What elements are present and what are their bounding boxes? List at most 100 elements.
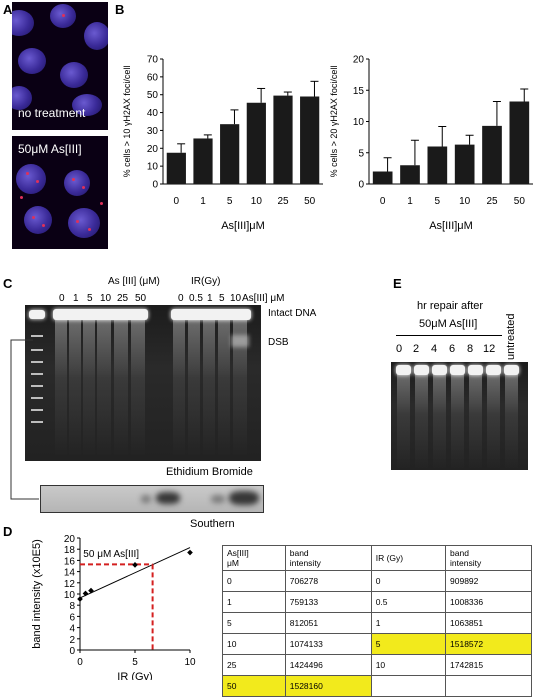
bar [454, 144, 475, 184]
table-cell: 1424496 [284, 654, 372, 676]
y-tick-label: 0 [69, 646, 75, 657]
lane-label: 6 [449, 343, 456, 355]
gel-repair-time-course [391, 362, 528, 470]
label-arsenite: 50μM As[III] [18, 142, 82, 156]
caption-southern: Southern [190, 518, 235, 530]
bar [372, 171, 393, 184]
panel-e-underline [396, 335, 502, 336]
table-cell: 5 [222, 612, 286, 634]
micrograph-untreated: no treatment [12, 2, 108, 130]
y-tick-label: 10 [353, 117, 365, 128]
bar [220, 124, 240, 184]
table-cell: 706278 [284, 570, 372, 592]
table-cell: 10 [370, 654, 447, 676]
x-tick-label: 50 [514, 196, 526, 207]
x-tick-label: 50 [304, 196, 316, 207]
gel-ethidium-bromide [25, 305, 261, 461]
table-cell: 812051 [284, 612, 372, 634]
table-cell [370, 675, 447, 697]
label-dsb: DSB [268, 337, 289, 348]
bar [246, 102, 266, 184]
unit-label: As[III] μM [242, 293, 285, 304]
x-tick-label: 5 [132, 657, 138, 668]
southern-blot [40, 485, 264, 513]
lane-label: 0.5 [189, 293, 203, 304]
lane-label: 4 [431, 343, 438, 355]
lane-label: 1 [73, 293, 79, 304]
table-header-cell: As[III] μM [222, 545, 286, 571]
x-axis-label: As[III]μM [221, 220, 265, 232]
table-row: 0 706278 0 909892 [222, 570, 532, 592]
panel-letter-e: E [393, 276, 402, 291]
table-cell: 25 [222, 654, 286, 676]
label-intact-dna: Intact DNA [268, 308, 317, 319]
data-point [82, 590, 89, 597]
table-cell: 1063851 [445, 612, 532, 634]
y-tick-label: 20 [147, 144, 159, 155]
table-cell [445, 675, 532, 697]
y-tick-label: 12 [64, 579, 76, 590]
panel-e-title-line1: hr repair after [417, 300, 484, 312]
x-axis-label: As[III]μM [429, 220, 473, 232]
table-cell: 0 [222, 570, 286, 592]
table-row: 1 759133 0.5 1008336 [222, 591, 532, 613]
data-point [187, 549, 193, 556]
bar [400, 165, 420, 184]
bar [273, 95, 293, 184]
lane-label: 10 [230, 293, 242, 304]
table-cell: 1074133 [284, 633, 372, 655]
x-tick-label: 1 [200, 196, 206, 207]
bar-chart-10-foci: 0 10 20 30 40 50 60 70 0 1 5 10 25 50 As[III]μM % cells… [122, 55, 323, 232]
y-tick-label: 15 [353, 86, 365, 97]
table-header-row: As[III] μM band intensity IR (Gy) band inte… [222, 545, 532, 571]
y-tick-label: 14 [64, 568, 76, 579]
x-tick-label: 10 [251, 196, 263, 207]
annotation-label: 50 μM As[III] [83, 549, 139, 560]
table-header-cell: IR (Gy) [370, 545, 447, 571]
y-tick-label: 10 [147, 162, 159, 173]
lane-label: 5 [87, 293, 93, 304]
header-ir-dose: IR(Gy) [191, 276, 221, 287]
y-tick-label: 6 [69, 612, 75, 623]
x-tick-label: 5 [227, 196, 233, 207]
y-tick-label: 18 [64, 545, 76, 556]
caption-ethidium-bromide: Ethidium Bromide [166, 466, 253, 478]
y-tick-label: 10 [64, 590, 76, 601]
fit-line [79, 547, 191, 599]
y-tick-label: 4 [69, 624, 75, 635]
lane-label: 2 [413, 343, 420, 355]
y-tick-label: 16 [64, 556, 76, 567]
lane-label: 1 [207, 293, 213, 304]
y-axis-label: band intensity (x10E5) [31, 539, 43, 648]
panel-letter-c: C [3, 276, 13, 291]
lane-label: 50 [135, 293, 147, 304]
y-tick-label: 0 [152, 180, 158, 191]
x-tick-label: 10 [184, 657, 196, 668]
bar [166, 152, 186, 184]
table-row: 25 1424496 10 1742815 [222, 654, 532, 676]
y-tick-label: 40 [147, 108, 159, 119]
table-cell: 1008336 [445, 591, 532, 613]
lane-label: 0 [178, 293, 184, 304]
x-tick-label: 5 [435, 196, 441, 207]
y-tick-label: 5 [358, 148, 364, 159]
table-cell: 5 [370, 633, 447, 655]
table-cell: 10 [222, 633, 286, 655]
data-point [132, 562, 138, 568]
table-cell: 1 [370, 612, 447, 634]
x-tick-label: 1 [407, 196, 413, 207]
panel-e-title-line2: 50μM As[III] [419, 318, 478, 330]
y-tick-label: 20 [64, 534, 76, 545]
lane-label: 25 [117, 293, 129, 304]
y-axis-label: % cells > 20 γH2AX foci/cell [329, 66, 339, 178]
x-tick-label: 0 [77, 657, 83, 668]
lane-label: 5 [219, 293, 225, 304]
bar [300, 96, 320, 184]
y-tick-label: 20 [353, 55, 365, 66]
table-cell: 1528160 [284, 675, 372, 697]
data-point [88, 587, 94, 594]
lane-label: 0 [59, 293, 65, 304]
bar [427, 146, 448, 184]
bar [509, 101, 530, 184]
table-row: 50 1528160 [222, 675, 532, 697]
